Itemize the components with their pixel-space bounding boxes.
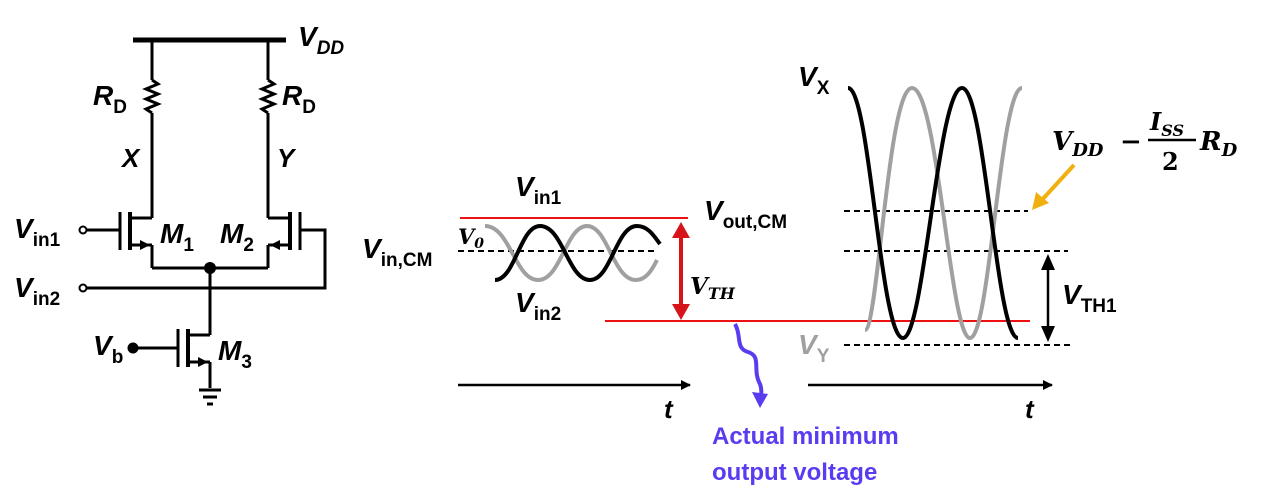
svg-text:RD: RD	[1199, 127, 1238, 161]
label-output-t: t	[1025, 394, 1035, 424]
transistor-m3	[127, 329, 212, 388]
label-in-vin1: Vin1	[515, 171, 562, 209]
label-vin2: Vin2	[14, 272, 60, 310]
label-in-vin2: Vin2	[515, 287, 561, 325]
label-vth1: VTH1	[1062, 279, 1117, 317]
label-node-x: X	[120, 143, 141, 173]
circuit-schematic	[78, 37, 327, 406]
label-node-y: Y	[277, 143, 297, 173]
label-vb: Vb	[93, 330, 123, 368]
label-vx: VX	[798, 61, 830, 99]
input-waveform	[458, 217, 1030, 390]
label-m3: M3	[218, 335, 252, 373]
formula-pointer-arrow	[1038, 163, 1076, 204]
formula-vout-max: VDD − ISS 2 RD	[1052, 107, 1238, 176]
svg-text:ISS: ISS	[1149, 107, 1184, 140]
vin1-wave	[494, 223, 662, 283]
label-vin-cm: Vin,CM	[362, 233, 432, 271]
ground-symbol	[199, 388, 221, 406]
svg-text:VDD: VDD	[1052, 127, 1104, 161]
label-m1: M1	[160, 218, 194, 256]
label-m2: M2	[220, 218, 254, 256]
label-vy: VY	[798, 329, 830, 367]
vin2-wave	[484, 223, 659, 283]
resistor-left	[142, 78, 162, 115]
annotation-pointer	[733, 322, 764, 403]
label-vdd: VDD	[298, 21, 344, 59]
output-waveform	[808, 85, 1076, 390]
transistor-m1	[78, 212, 154, 268]
svg-text:−: −	[1120, 127, 1142, 157]
label-vth: VTH	[690, 273, 736, 303]
transistor-m2	[78, 212, 327, 293]
label-rd-left: RD	[93, 80, 127, 118]
label-rd-right: RD	[282, 80, 316, 118]
label-vin1: Vin1	[14, 213, 61, 251]
annotation-line-1: Actual minimum	[712, 423, 899, 450]
vx-wave	[846, 85, 1020, 341]
label-input-t: t	[664, 394, 674, 424]
label-v0: V0	[458, 224, 484, 252]
svg-text:2: 2	[1162, 147, 1179, 176]
annotation-line-2: output voltage	[712, 459, 877, 486]
label-vout-cm: Vout,CM	[704, 195, 787, 233]
resistor-right	[258, 78, 278, 115]
vy-wave	[863, 85, 1024, 341]
